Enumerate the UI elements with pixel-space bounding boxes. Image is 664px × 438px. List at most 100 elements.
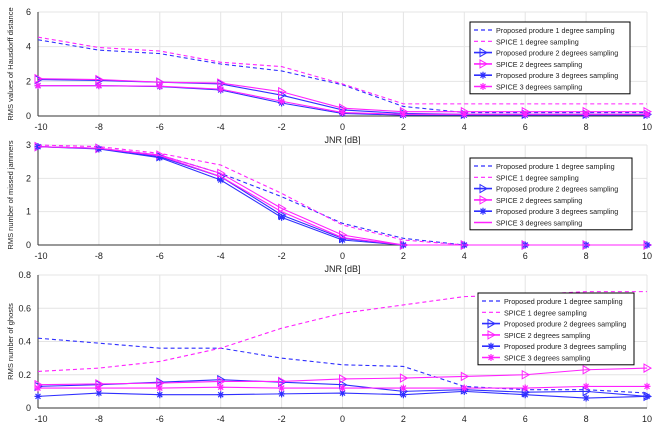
data-point [399, 391, 407, 399]
x-tick-label: -2 [278, 122, 286, 132]
y-axis-label: RMS number of missed jammers [6, 140, 15, 249]
legend-marker [487, 318, 497, 329]
x-tick-label: 2 [401, 122, 406, 132]
data-point [339, 236, 346, 244]
y-tick-label: 3 [26, 140, 31, 150]
data-point [217, 391, 225, 399]
legend-marker [487, 330, 497, 340]
legend-marker [487, 354, 495, 361]
data-point [521, 110, 529, 118]
x-tick-label: 4 [462, 251, 467, 261]
legend: Proposed produre 1 degree sampling SPICE … [469, 21, 631, 95]
legend-entry: Proposed produre 1 degree sampling [504, 297, 623, 306]
x-tick-label: 4 [462, 122, 467, 132]
series-line [37, 78, 647, 113]
x-tick-label: -6 [156, 251, 164, 261]
subplot-2: -10 -8 -6 -4 -2 0 2 4 6 8 10 0 1 2 3 RMS number of miss… [6, 140, 652, 274]
legend: Proposed produre 1 degree sampling SPICE … [477, 292, 635, 366]
data-point [582, 382, 590, 390]
x-tick-label: 0 [340, 122, 345, 132]
data-point [521, 391, 529, 399]
y-tick-label: 4 [26, 42, 31, 52]
y-axis-label: RMS number of ghosts [6, 303, 15, 380]
y-tick-label: 0.4 [18, 337, 31, 347]
data-point [217, 176, 225, 184]
legend-entry: Proposed produre 3 degrees sampling [496, 71, 618, 80]
data-point [217, 168, 226, 179]
data-point [34, 392, 42, 400]
data-point [34, 384, 42, 392]
x-tick-label: -8 [95, 414, 103, 424]
x-tick-label: 8 [584, 122, 589, 132]
y-tick-label: 6 [26, 7, 31, 17]
legend-marker [487, 342, 495, 350]
data-point [95, 82, 103, 90]
legend-entry: SPICE 3 degrees sampling [504, 354, 590, 363]
data-point [95, 74, 104, 85]
legend-entry: SPICE 1 degree sampling [504, 308, 587, 317]
series-line [37, 146, 647, 246]
y-tick-label: 0 [26, 403, 31, 413]
data-point [460, 110, 468, 118]
data-point [156, 391, 164, 399]
y-tick-label: 1 [26, 207, 31, 217]
y-tick-label: 0.6 [18, 303, 31, 313]
x-tick-label: -6 [156, 414, 164, 424]
x-tick-label: 10 [642, 251, 652, 261]
series-5 [34, 387, 651, 402]
x-tick-label: 6 [523, 414, 528, 424]
data-point [278, 86, 287, 97]
data-point [643, 110, 651, 118]
data-point [278, 390, 286, 398]
data-point [643, 392, 651, 400]
data-point [156, 154, 164, 162]
series-6 [34, 82, 651, 118]
legend-entry: Proposed produre 1 degree sampling [496, 162, 615, 171]
x-tick-label: -2 [278, 414, 286, 424]
x-tick-label: 2 [401, 414, 406, 424]
legend-entry: Proposed produre 3 degrees sampling [504, 342, 626, 351]
data-point [399, 373, 409, 383]
legend-entry: SPICE 3 degrees sampling [496, 83, 582, 92]
series-line [37, 337, 648, 394]
x-tick-label: -10 [34, 251, 47, 261]
data-point [95, 384, 103, 392]
legend-entry: Proposed produre 3 degrees sampling [496, 207, 618, 216]
data-point [582, 110, 590, 118]
data-point [278, 213, 286, 221]
data-point [521, 384, 529, 392]
data-point [399, 110, 407, 118]
data-point [582, 364, 592, 375]
series-line [37, 36, 647, 105]
data-point [582, 394, 590, 402]
x-tick-label: 8 [584, 251, 589, 261]
x-tick-label: 6 [523, 251, 528, 261]
legend-entry: SPICE 2 degrees sampling [504, 331, 590, 340]
legend-entry: Proposed produre 2 degrees sampling [496, 49, 618, 58]
data-point [339, 109, 346, 117]
legend-entry: Proposed produre 2 degrees sampling [496, 185, 618, 194]
x-tick-label: -8 [95, 251, 103, 261]
x-axis-label: JNR [dB] [324, 264, 360, 274]
data-point [460, 371, 470, 382]
legend-entry: SPICE 1 degree sampling [496, 173, 579, 182]
series-4 [34, 363, 653, 390]
x-tick-label: -4 [217, 414, 225, 424]
data-point [95, 389, 103, 397]
y-tick-label: 0.2 [18, 370, 31, 380]
x-tick-label: -10 [34, 122, 47, 132]
legend-entry: Proposed produre 1 degree sampling [496, 26, 615, 35]
x-tick-label: 0 [340, 251, 345, 261]
legend-marker [479, 83, 487, 90]
series-2 [37, 36, 647, 105]
data-point [217, 383, 225, 391]
subplot-1: -10 -8 -6 -4 -2 0 2 4 6 8 10 0 2 4 6 RMS values of Haus… [6, 7, 652, 145]
data-point [339, 389, 346, 397]
x-tick-label: 0 [340, 414, 345, 424]
series-line [37, 39, 647, 114]
data-point [217, 85, 225, 93]
data-point [217, 376, 226, 387]
series-line [37, 291, 647, 372]
subplot-3: -10 -8 -6 -4 -2 0 2 4 6 8 10 0 0.2 0.4 0.6 0.8 RMS numbe… [6, 270, 652, 424]
